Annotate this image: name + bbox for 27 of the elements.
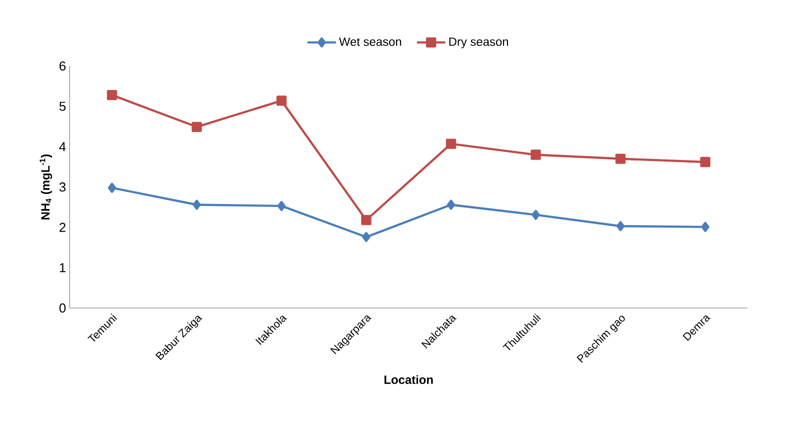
legend-label: Dry season [449, 38, 508, 48]
point [192, 122, 202, 132]
y-axis-title: NH$_{4}$ (mgL$^{-1}$) [40, 154, 52, 220]
point [106, 90, 118, 100]
point [446, 200, 456, 210]
y-tick-label: 1 [60, 263, 66, 272]
point [277, 200, 286, 212]
y-tick-label: 0 [59, 303, 66, 313]
y-tick-label: 3 [59, 182, 66, 192]
y-tick-label: 6 [60, 61, 66, 71]
y-tick-label: 5 [59, 102, 66, 111]
point [700, 156, 710, 168]
point [362, 232, 370, 242]
x-axis-title: Location [384, 375, 433, 384]
point [446, 138, 456, 149]
point [530, 150, 541, 160]
point [276, 96, 287, 106]
point [616, 221, 625, 232]
point [532, 210, 540, 220]
point [701, 222, 710, 232]
y-tick-label: 2 [60, 222, 66, 232]
point [361, 214, 372, 226]
legend-label: Wet season [339, 38, 402, 46]
point [615, 154, 626, 164]
point [192, 200, 201, 210]
y-tick-label: 4 [59, 142, 66, 152]
point [108, 182, 116, 193]
